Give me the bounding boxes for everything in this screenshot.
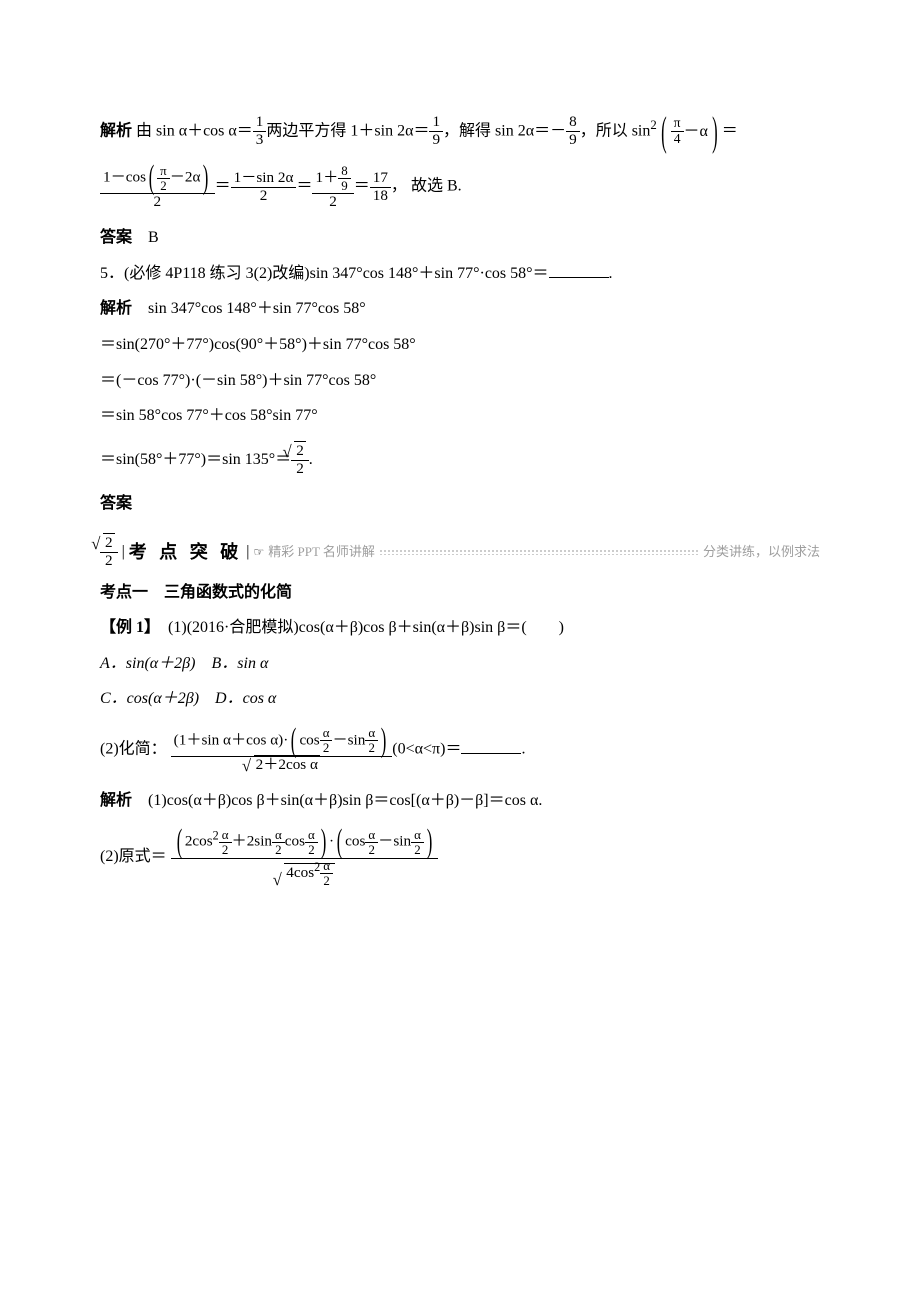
label-daan: 答案 (100, 495, 132, 512)
q4-line1: 解析 由 sin α＋cos α＝13两边平方得 1＋sin 2α＝19，解得 … (100, 114, 820, 149)
q5-answer-label: 答案 (100, 491, 820, 517)
q5-title: 5．(必修 4P118 练习 3(2)改编)sin 347°cos 148°＋s… (100, 261, 820, 287)
option-d: D．cos α (215, 690, 276, 707)
right-label: 分类讲练，以例求法 (703, 542, 820, 563)
sqrt-icon: 2＋2cos α (254, 757, 320, 774)
frac-1-9: 19 (429, 114, 443, 148)
q4-f2: 1－sin 2α2 (231, 170, 297, 204)
q5-s3: ＝(－cos 77°)·(－sin 58°)＋sin 77°cos 58° (100, 368, 820, 394)
paren-l-icon: ( (337, 827, 343, 857)
sqrt-icon: 4cos2α2 (284, 859, 335, 888)
q4-f3: 1＋89 2 (312, 164, 353, 211)
dotted-line-icon (379, 549, 699, 555)
eq: ＝ (296, 178, 312, 195)
page-root: 解析 由 sin α＋cos α＝13两边平方得 1＋sin 2α＝19，解得 … (0, 0, 920, 1102)
guxuan-B: 故选 B. (411, 178, 462, 195)
q5-s4: ＝sin 58°cos 77°＋cos 58°sin 77° (100, 403, 820, 429)
q4-t2: 两边平方得 1＋sin 2α＝ (266, 122, 429, 139)
option-a: A．sin(α＋2β) (100, 655, 195, 672)
ex1-sol1: 解析 (1)cos(α＋β)cos β＋sin(α＋β)sin β＝cos[(α… (100, 788, 820, 814)
ans-sqrt2-2: 22 (100, 535, 118, 570)
paren-l-icon: ( (149, 163, 155, 193)
frac-pi4: π4 (671, 116, 684, 147)
paren-l-icon: ( (291, 726, 297, 756)
ex1-options-ab: A．sin(α＋2β) B．sin α (100, 651, 820, 677)
q4-t5: ＝ (722, 122, 738, 139)
q5-s1: 解析 sin 347°cos 148°＋sin 77°cos 58° (100, 296, 820, 322)
option-b: B．sin α (212, 655, 269, 672)
sup-2: 2 (650, 118, 656, 132)
sqrt-icon: 2 (294, 443, 306, 460)
paren-l-icon: ( (661, 114, 667, 149)
frac-pi2: π2 (157, 164, 170, 193)
q4-f4: 1718 (370, 170, 391, 204)
eq: ＝ (215, 178, 231, 195)
comma: ， (391, 178, 407, 195)
option-c: C．cos(α＋2β) (100, 690, 199, 707)
q4-t3: ，解得 sin 2α＝－ (443, 122, 566, 139)
ans-B: B (148, 229, 159, 246)
q2-tail: (0<α<π)＝ (392, 741, 461, 758)
q5-s2: ＝sin(270°＋77°)cos(90°＋58°)＋sin 77°cos 58… (100, 332, 820, 358)
paren-r-icon: ) (712, 114, 718, 149)
sol2-bigfrac: (2cos2α2＋2sinα2cosα2)·(cosα2－sinα2) 4cos… (171, 827, 438, 888)
blank-underline (549, 261, 609, 278)
paren-r-icon: ) (381, 726, 387, 756)
ex1-options-cd: C．cos(α＋2β) D．cos α (100, 686, 820, 712)
sqrt-icon: 2 (103, 535, 115, 552)
q4-t4: ，所以 sin (580, 122, 651, 139)
q4-line2: 1－cos(π2－2α) 2 ＝1－sin 2α2＝ 1＋89 2 ＝1718，… (100, 163, 820, 211)
q5-s5: ＝sin(58°＋77°)＝sin 135°＝22. (100, 443, 820, 478)
q4-f1: 1－cos(π2－2α) 2 (100, 163, 215, 211)
q2-bigfrac: (1＋sin α＋cos α)·(cosα2－sinα2) 2＋2cos α (171, 726, 393, 774)
pointer-icon: ☞ (254, 543, 265, 562)
q2-prefix: (2)化简： (100, 741, 167, 758)
blank-underline (461, 737, 521, 754)
sol2-prefix: (2)原式＝ (100, 848, 167, 865)
paren-r-icon: ) (427, 827, 433, 857)
kaodian-title: 考 点 突 破 (129, 538, 243, 567)
label-jiexi: 解析 (100, 792, 132, 809)
kaodian1-title: 考点一 三角函数式的化简 (100, 580, 820, 606)
kaodian-header: 22 | 考 点 突 破 | ☞ 精彩 PPT 名师讲解 分类讲练，以例求法 (100, 535, 820, 570)
li1-label: 【例 1】 (100, 619, 152, 636)
paren-r-icon: ) (203, 163, 209, 193)
label-jiexi: 解析 (100, 300, 132, 317)
label-jiexi: 解析 (100, 122, 132, 139)
paren-l-icon: ( (176, 827, 182, 857)
q4-t1: 由 sin α＋cos α＝ (136, 122, 253, 139)
ex1-q2: (2)化简： (1＋sin α＋cos α)·(cosα2－sinα2) 2＋2… (100, 726, 820, 774)
paren-r-icon: ) (321, 827, 327, 857)
ex1-q1: 【例 1】 (1)(2016·合肥模拟)cos(α＋β)cos β＋sin(α＋… (100, 615, 820, 641)
ppt-label: 精彩 PPT 名师讲解 (268, 542, 375, 563)
q4-answer: 答案 B (100, 225, 820, 251)
frac-1-3: 13 (253, 114, 267, 148)
ex1-sol2: (2)原式＝ (2cos2α2＋2sinα2cosα2)·(cosα2－sinα… (100, 827, 820, 888)
frac-sqrt2-2: 22 (291, 443, 309, 478)
q4-paren-tail: －α (684, 123, 708, 140)
frac-8-9: 89 (566, 114, 580, 148)
label-daan: 答案 (100, 229, 132, 246)
eq: ＝ (354, 178, 370, 195)
